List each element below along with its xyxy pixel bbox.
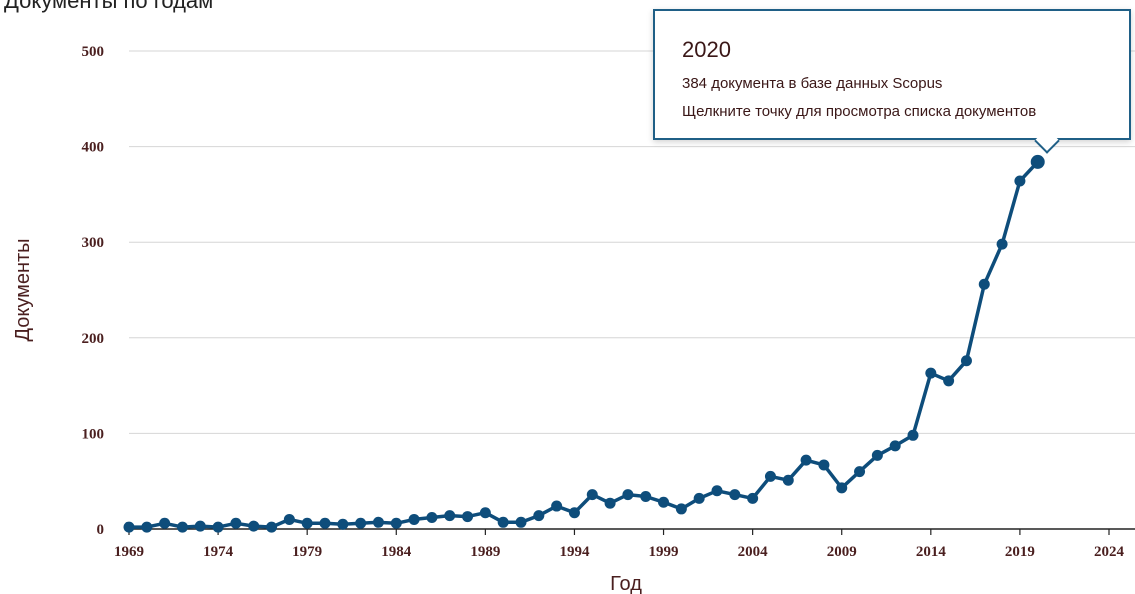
data-point[interactable] — [319, 517, 331, 529]
y-axis-title: Документы — [12, 238, 34, 341]
data-point[interactable] — [568, 507, 580, 519]
y-tick-label: 500 — [82, 44, 105, 60]
chart-title: Документы по годам — [4, 0, 214, 13]
x-tick-label: 1969 — [114, 544, 144, 560]
x-tick-label: 1974 — [203, 544, 234, 560]
data-point[interactable] — [764, 470, 776, 482]
data-point[interactable] — [907, 429, 919, 441]
data-point[interactable] — [889, 440, 901, 452]
x-axis-ticks: 1969 1974 1979 1984 1989 1994 1999 2004 2009 2014… — [114, 529, 1125, 560]
data-point[interactable] — [123, 521, 135, 533]
x-tick-label: 2014 — [916, 544, 947, 560]
data-point[interactable] — [266, 521, 278, 533]
data-point[interactable] — [176, 521, 188, 533]
x-tick-label: 1999 — [649, 544, 679, 560]
data-point[interactable] — [943, 375, 955, 387]
data-point[interactable] — [301, 517, 313, 529]
data-point[interactable] — [390, 517, 402, 529]
data-point[interactable] — [551, 500, 563, 512]
tooltip-count: 384 документа в базе данных Scopus — [682, 75, 943, 92]
data-point[interactable] — [693, 492, 705, 504]
data-point[interactable] — [337, 518, 349, 530]
data-point[interactable] — [497, 516, 509, 528]
x-tick-label: 2004 — [738, 544, 769, 560]
data-point[interactable] — [925, 367, 937, 379]
data-point[interactable] — [996, 238, 1008, 250]
y-tick-label: 400 — [82, 140, 105, 156]
data-point[interactable] — [159, 517, 171, 529]
data-point[interactable] — [818, 459, 830, 471]
data-point[interactable] — [283, 513, 295, 525]
x-tick-label: 2024 — [1094, 544, 1125, 560]
data-point[interactable] — [212, 521, 224, 533]
y-tick-label: 300 — [82, 235, 105, 251]
data-point[interactable] — [622, 489, 634, 501]
x-tick-label: 2009 — [827, 544, 857, 560]
x-tick-label: 1984 — [381, 544, 412, 560]
data-point-highlighted[interactable] — [1030, 154, 1045, 169]
tooltip-year: 2020 — [682, 37, 731, 62]
series-line — [129, 160, 1039, 529]
data-point[interactable] — [408, 513, 420, 525]
data-point[interactable] — [960, 355, 972, 367]
data-point[interactable] — [978, 278, 990, 290]
data-point[interactable] — [871, 449, 883, 461]
data-point[interactable] — [426, 512, 438, 524]
x-tick-label: 2019 — [1005, 544, 1035, 560]
y-tick-label: 200 — [82, 331, 105, 347]
data-point[interactable] — [462, 511, 474, 523]
data-point[interactable] — [782, 474, 794, 486]
data-point[interactable] — [479, 507, 491, 519]
data-point[interactable] — [1014, 175, 1026, 187]
data-point[interactable] — [747, 492, 759, 504]
data-point[interactable] — [533, 510, 545, 522]
data-point[interactable] — [729, 489, 741, 501]
data-point[interactable] — [194, 520, 206, 532]
grid — [129, 50, 1135, 530]
data-point[interactable] — [640, 490, 652, 502]
data-point[interactable] — [675, 503, 687, 515]
data-point[interactable] — [836, 482, 848, 494]
data-point[interactable] — [854, 466, 866, 478]
data-point[interactable] — [444, 510, 456, 522]
data-point[interactable] — [711, 485, 723, 497]
data-point[interactable] — [372, 516, 384, 528]
y-tick-label: 0 — [97, 522, 105, 538]
data-point[interactable] — [248, 520, 260, 532]
x-tick-label: 1979 — [292, 544, 322, 560]
y-axis-ticks: 0 100 200 300 400 500 — [82, 44, 105, 538]
x-axis-title: Год — [610, 573, 642, 594]
data-point[interactable] — [658, 496, 670, 508]
data-point[interactable] — [141, 521, 153, 533]
x-tick-label: 1989 — [470, 544, 500, 560]
data-points[interactable] — [123, 154, 1045, 533]
data-point[interactable] — [355, 517, 367, 529]
y-tick-label: 100 — [82, 426, 105, 442]
tooltip-hint: Щелкните точку для просмотра списка доку… — [682, 103, 1037, 120]
data-point[interactable] — [800, 454, 812, 466]
data-point[interactable] — [586, 489, 598, 501]
x-tick-label: 1994 — [559, 544, 590, 560]
data-point[interactable] — [515, 516, 527, 528]
tooltip: 2020 384 документа в базе данных Scopus … — [653, 9, 1131, 154]
data-point[interactable] — [604, 497, 616, 509]
data-point[interactable] — [230, 517, 242, 529]
